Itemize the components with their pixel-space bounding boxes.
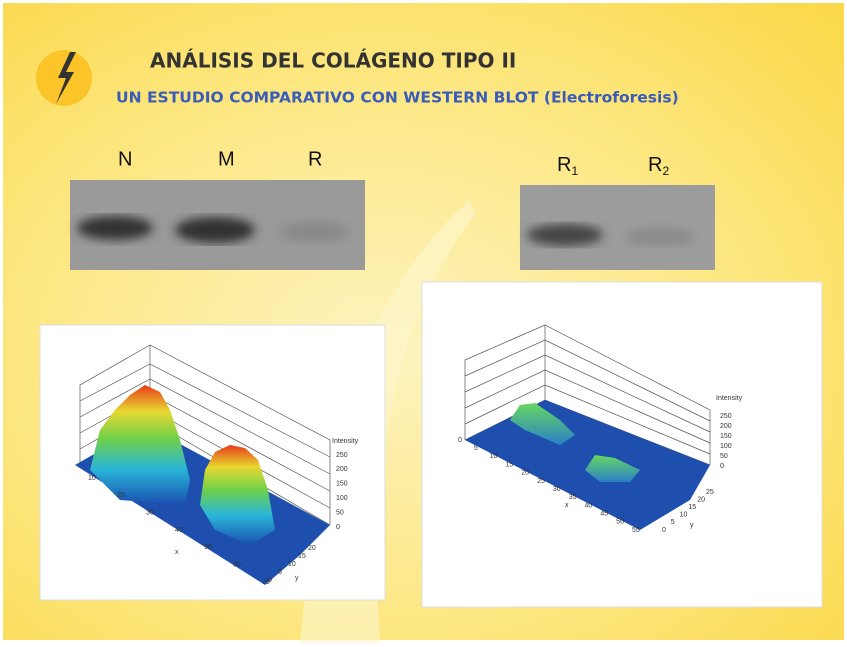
lane-label: N bbox=[118, 148, 132, 170]
x-tick-label: 50 bbox=[204, 544, 212, 551]
z-tick-label: 50 bbox=[720, 453, 728, 460]
x-tick-label: 55 bbox=[632, 527, 640, 534]
x-tick-label: 10 bbox=[88, 475, 96, 482]
surface-plot bbox=[40, 325, 385, 600]
y-tick-label: 10 bbox=[288, 561, 296, 568]
z-tick-label: 0 bbox=[336, 524, 340, 531]
x-tick-label: 35 bbox=[569, 494, 577, 501]
lane-subscript: 2 bbox=[662, 164, 669, 178]
lane-subscript: 1 bbox=[571, 164, 578, 178]
x-tick-label: 15 bbox=[505, 461, 513, 468]
lane-label: M bbox=[218, 148, 235, 170]
surface-plot bbox=[422, 282, 822, 607]
y-tick-label: 5 bbox=[278, 569, 282, 576]
lane-label: R bbox=[308, 148, 322, 170]
y-tick-label: 15 bbox=[688, 504, 696, 511]
x-tick-label: 40 bbox=[175, 527, 183, 534]
x-tick-label: 10 bbox=[490, 453, 498, 460]
lane-letter: R bbox=[648, 154, 662, 176]
z-tick-label: 250 bbox=[336, 452, 348, 459]
y-tick-label: 0 bbox=[268, 577, 272, 584]
z-axis-label: Intensity bbox=[332, 438, 359, 445]
x-tick-label: 50 bbox=[616, 519, 624, 526]
z-tick-label: 100 bbox=[336, 495, 348, 502]
x-tick-label: 45 bbox=[600, 510, 608, 517]
z-tick-label: 150 bbox=[336, 481, 348, 488]
x-axis-label: x bbox=[565, 502, 569, 509]
z-tick-label: 250 bbox=[720, 413, 732, 420]
z-tick-label: 100 bbox=[720, 443, 732, 450]
x-tick-label: 40 bbox=[585, 502, 593, 509]
y-axis-label: y bbox=[295, 575, 299, 582]
z-tick-label: 150 bbox=[720, 433, 732, 440]
y-tick-label: 20 bbox=[308, 545, 316, 552]
y-axis-label: y bbox=[690, 522, 694, 529]
y-tick-label: 20 bbox=[697, 496, 705, 503]
y-tick-label: 15 bbox=[298, 553, 306, 560]
z-tick-label: 200 bbox=[720, 423, 732, 430]
lane-letter: R bbox=[557, 154, 571, 176]
x-tick-label: 25 bbox=[537, 478, 545, 485]
x-axis-label: x bbox=[175, 549, 179, 556]
x-tick-label: 30 bbox=[553, 486, 561, 493]
x-tick-label: 30 bbox=[146, 510, 154, 517]
y-tick-label: 5 bbox=[671, 519, 675, 526]
x-tick-label: 20 bbox=[521, 470, 529, 477]
x-tick-label: 5 bbox=[474, 445, 478, 452]
y-tick-label: 10 bbox=[680, 512, 688, 519]
x-tick-label: 20 bbox=[117, 492, 125, 499]
slide: ANÁLISIS DEL COLÁGENO TIPO II UN ESTUDIO… bbox=[0, 0, 847, 643]
x-tick-label: 0 bbox=[458, 437, 462, 444]
title: ANÁLISIS DEL COLÁGENO TIPO II bbox=[150, 49, 516, 73]
z-tick-label: 0 bbox=[720, 463, 724, 470]
y-tick-label: 25 bbox=[706, 489, 714, 496]
y-tick-label: 0 bbox=[662, 527, 666, 534]
x-tick-label: 60 bbox=[233, 562, 241, 569]
z-axis-label: Intensity bbox=[716, 395, 743, 402]
z-tick-label: 50 bbox=[336, 509, 344, 516]
z-tick-label: 200 bbox=[336, 466, 348, 473]
subtitle: UN ESTUDIO COMPARATIVO CON WESTERN BLOT … bbox=[116, 89, 679, 107]
